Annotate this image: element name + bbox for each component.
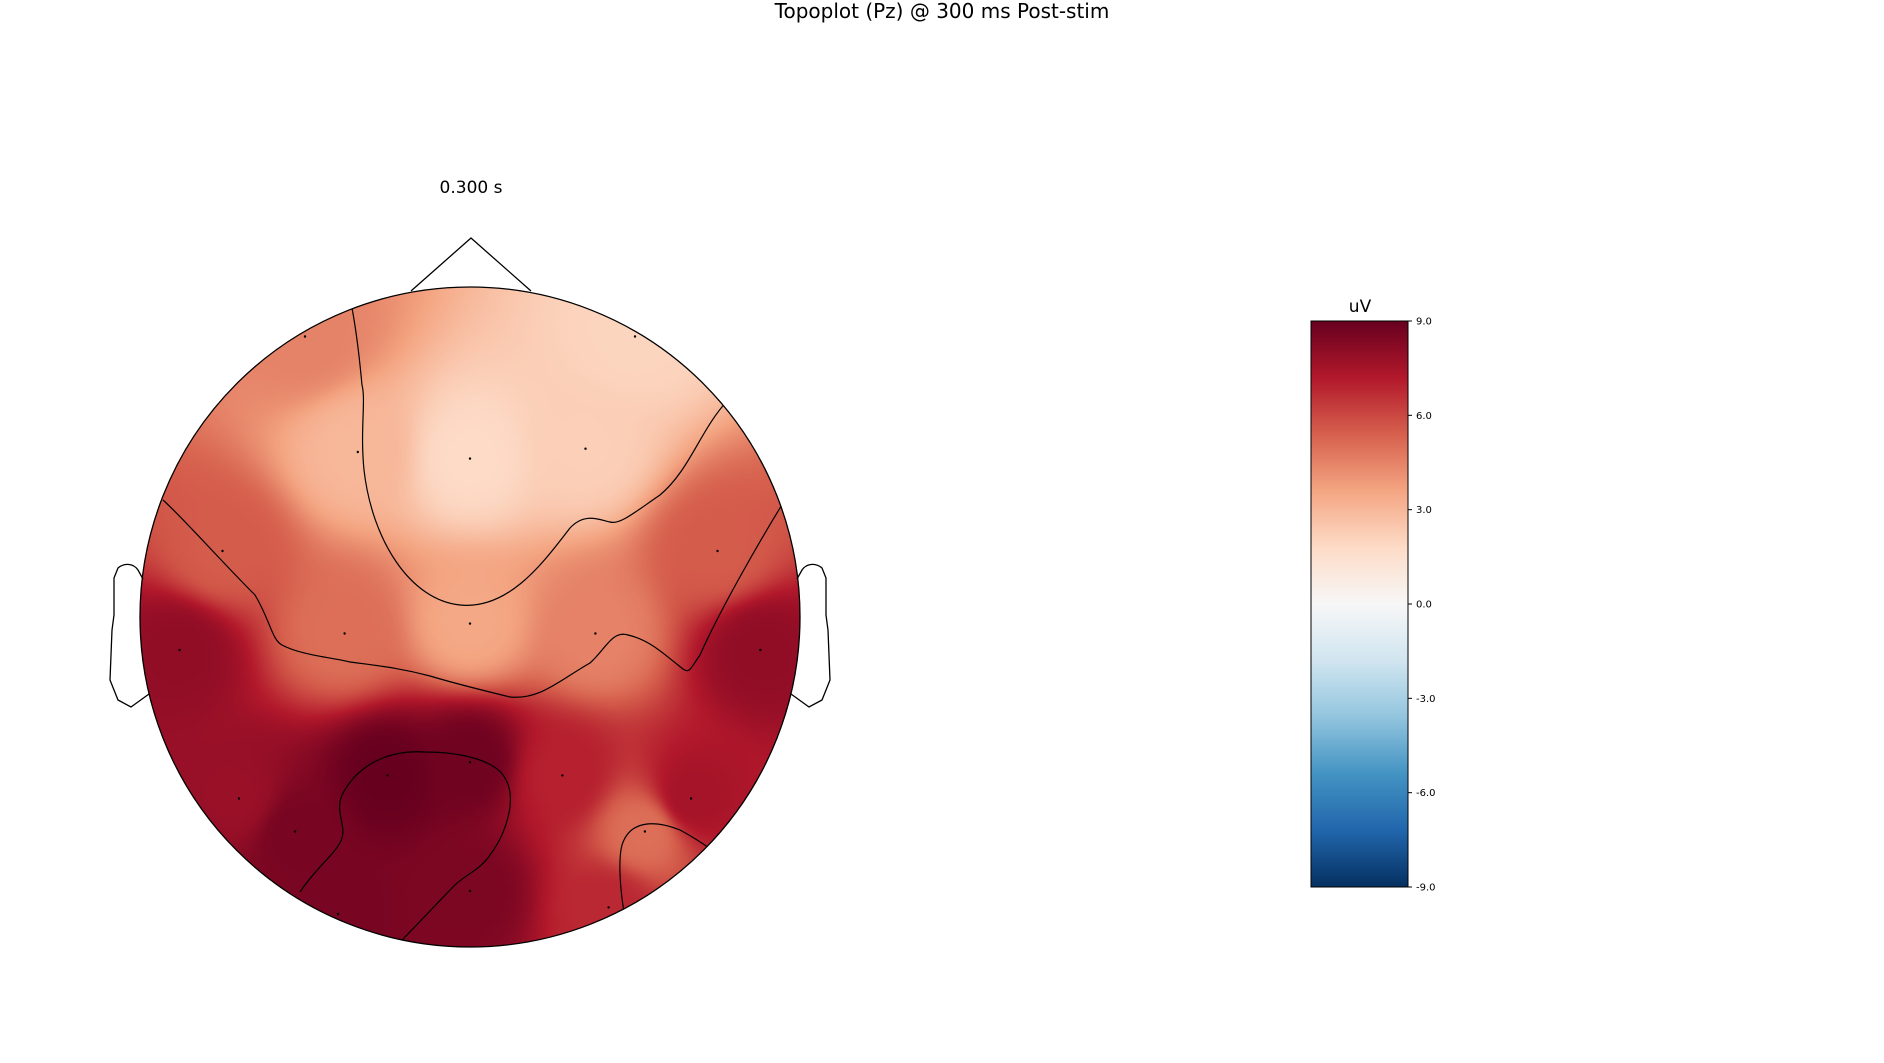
sensor-marker: [607, 906, 610, 909]
scalp-heatmap: [140, 287, 800, 947]
contour-line-mid: [162, 494, 789, 698]
sensor-marker: [221, 549, 224, 553]
colorbar: uV 9.0 6.0 3.0 0.0 -3.0 -6.0 -9.0: [1310, 297, 1436, 894]
sensor-marker: [689, 797, 693, 800]
sensor-marker: [356, 450, 359, 454]
colorbar-gradient: [1310, 320, 1409, 888]
colorbar-label: uV: [1349, 297, 1372, 317]
sensor-marker: [178, 648, 181, 652]
sensor-marker: [468, 457, 472, 460]
sensor-marker: [386, 774, 389, 777]
sensor-marker: [237, 797, 241, 800]
sensor-marker: [293, 830, 297, 833]
sensor-markers: [178, 335, 762, 916]
colorbar-tick-label: 3.0: [1416, 505, 1432, 516]
figure-title: Topoplot (Pz) @ 300 ms Post-stim: [774, 0, 1110, 23]
contour-line-low-top: [351, 307, 729, 606]
right-ear-icon: [790, 563, 831, 708]
time-label: 0.300 s: [440, 178, 503, 198]
sensor-marker: [561, 774, 564, 777]
colorbar-tick-label: 0.0: [1416, 600, 1432, 611]
colorbar-ticks: 9.0 6.0 3.0 0.0 -3.0 -6.0 -9.0: [1408, 317, 1436, 894]
sensor-marker: [468, 761, 472, 764]
colorbar-tick-label: -3.0: [1416, 694, 1436, 705]
sensor-marker: [336, 912, 340, 916]
colorbar-tick-label: 9.0: [1416, 317, 1432, 328]
sensor-marker: [584, 447, 587, 450]
sensor-marker: [716, 549, 719, 553]
colorbar-tick-label: 6.0: [1416, 411, 1432, 422]
contour-line-low-lobe: [619, 823, 713, 919]
sensor-marker: [759, 648, 762, 652]
colorbar-tick-label: -6.0: [1416, 788, 1436, 799]
left-ear-icon: [109, 563, 150, 708]
contour-line-high-blob: [299, 751, 511, 943]
head-outline: [109, 237, 831, 948]
sensor-marker: [343, 632, 346, 635]
sensor-marker: [633, 335, 637, 338]
nose-icon: [410, 237, 532, 292]
sensor-marker: [643, 830, 647, 833]
heatmap-raster: [140, 287, 800, 947]
contour-lines: [162, 307, 789, 943]
sensor-marker: [594, 632, 597, 635]
sensor-marker: [303, 335, 307, 338]
head-circle: [139, 286, 801, 948]
sensor-marker: [468, 889, 472, 893]
colorbar-tick-label: -9.0: [1416, 883, 1436, 894]
sensor-marker: [468, 622, 472, 625]
